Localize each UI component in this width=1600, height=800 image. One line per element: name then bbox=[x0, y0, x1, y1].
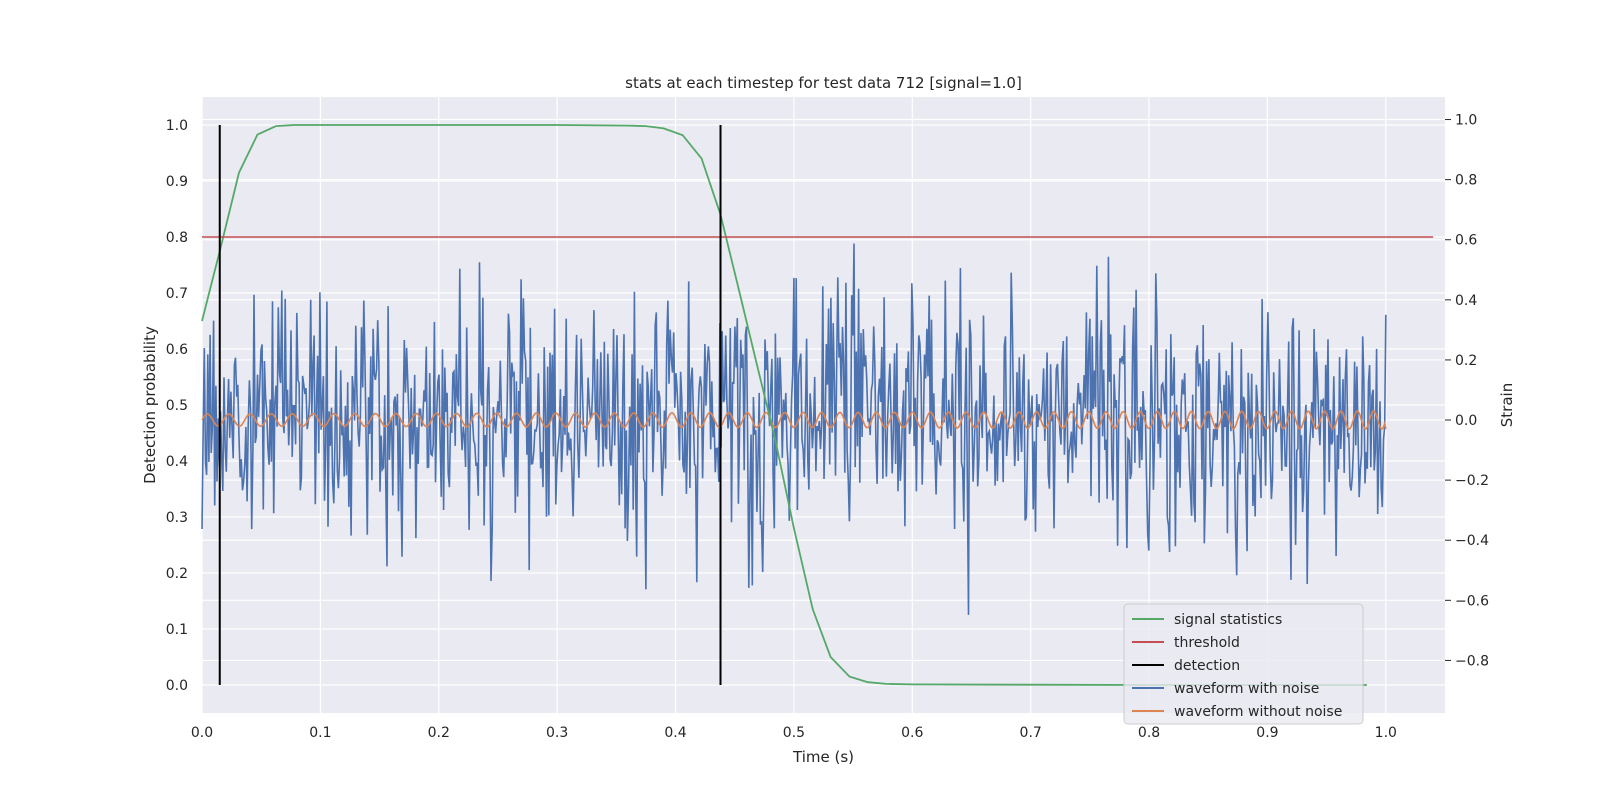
x-tick-label: 0.4 bbox=[664, 725, 686, 741]
x-tick-label: 1.0 bbox=[1375, 725, 1397, 741]
chart-title: stats at each timestep for test data 712… bbox=[625, 74, 1022, 92]
y-tick-label: 1.0 bbox=[166, 118, 188, 134]
x-tick-label: 0.3 bbox=[546, 725, 568, 741]
y-tick-label: 0.6 bbox=[166, 342, 188, 358]
series-waveform-without-noise bbox=[201, 410, 1387, 430]
y-right-tick-label: 0.6 bbox=[1455, 233, 1477, 249]
legend: signal statistics threshold detection wavef… bbox=[1123, 603, 1364, 725]
y-tick-label: 0.2 bbox=[166, 566, 188, 582]
legend-label: threshold bbox=[1174, 635, 1240, 651]
y-right-tick-label: 0.8 bbox=[1455, 173, 1477, 189]
x-tick-label: 0.8 bbox=[1138, 725, 1160, 741]
x-tick-label: 0.0 bbox=[191, 725, 213, 741]
series-layer bbox=[201, 124, 1434, 686]
legend-label: detection bbox=[1174, 658, 1240, 674]
y-tick-label: 0.1 bbox=[166, 622, 188, 638]
y-tick-label: 0.7 bbox=[166, 286, 188, 302]
y-tick-label: 0.8 bbox=[166, 230, 188, 246]
y-right-tick-label: 0.0 bbox=[1455, 413, 1477, 429]
legend-label: signal statistics bbox=[1174, 612, 1282, 628]
legend-box bbox=[1123, 603, 1364, 725]
y-right-tick-label: −0.8 bbox=[1455, 653, 1489, 669]
legend-label: waveform without noise bbox=[1174, 704, 1342, 720]
y-axis-label: Detection probability bbox=[141, 326, 159, 484]
y-tick-label: 0.9 bbox=[166, 174, 188, 190]
x-tick-label: 0.2 bbox=[428, 725, 450, 741]
y-tick-label: 0.4 bbox=[166, 454, 188, 470]
y-axis-right: −0.8 −0.6 −0.4 −0.2 0.0 0.2 0.4 0.6 0.8 1.0 bbox=[1445, 113, 1489, 669]
y-tick-label: 0.5 bbox=[166, 398, 188, 414]
x-tick-label: 0.9 bbox=[1256, 725, 1278, 741]
x-axis-label: Time (s) bbox=[792, 748, 854, 766]
y-axis-left: 0.0 0.1 0.2 0.3 0.4 0.5 0.6 0.7 0.8 0.9 1.0 bbox=[166, 118, 188, 694]
series-waveform-with-noise bbox=[201, 243, 1387, 615]
x-tick-label: 0.7 bbox=[1020, 725, 1042, 741]
y-right-tick-label: 0.2 bbox=[1455, 353, 1477, 369]
x-tick-label: 0.5 bbox=[783, 725, 805, 741]
y-right-tick-label: 1.0 bbox=[1455, 113, 1477, 129]
x-tick-label: 0.6 bbox=[901, 725, 923, 741]
y-axis-right-label: Strain bbox=[1498, 383, 1516, 427]
y-right-tick-label: −0.2 bbox=[1455, 473, 1489, 489]
y-right-tick-label: −0.6 bbox=[1455, 593, 1489, 609]
x-axis: 0.0 0.1 0.2 0.3 0.4 0.5 0.6 0.7 0.8 0.9 1.0 bbox=[191, 725, 1397, 741]
y-tick-label: 0.0 bbox=[166, 678, 188, 694]
x-tick-label: 0.1 bbox=[309, 725, 331, 741]
y-tick-label: 0.3 bbox=[166, 510, 188, 526]
y-right-tick-label: 0.4 bbox=[1455, 293, 1477, 309]
y-right-tick-label: −0.4 bbox=[1455, 533, 1489, 549]
legend-label: waveform with noise bbox=[1174, 681, 1319, 697]
